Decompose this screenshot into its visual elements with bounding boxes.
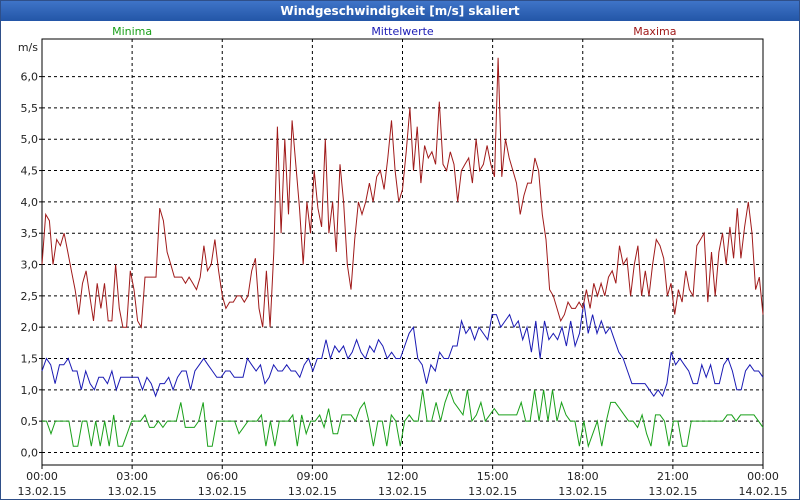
y-tick-label: 4,0 <box>21 196 39 209</box>
x-tick-time-label: 00:00 <box>26 470 58 483</box>
y-tick-label: 5,0 <box>21 133 39 146</box>
y-tick-label: 1,0 <box>21 384 39 397</box>
legend-item-maxima: Maxima <box>633 25 676 38</box>
x-tick-date-label: 13.02.15 <box>468 485 517 498</box>
x-tick-date-label: 13.02.15 <box>378 485 427 498</box>
y-tick-label: 0,0 <box>21 446 39 459</box>
x-tick-time-label: 00:00 <box>747 470 779 483</box>
y-tick-label: 1,5 <box>21 353 39 366</box>
x-tick-time-label: 18:00 <box>567 470 599 483</box>
x-tick-date-label: 13.02.15 <box>18 485 67 498</box>
y-tick-label: 2,5 <box>21 290 39 303</box>
x-tick-date-label: 14.02.15 <box>739 485 788 498</box>
x-tick-time-label: 03:00 <box>116 470 148 483</box>
chart-area: 0,0 0,5 1,0 1,5 2,0 2,5 3,0 3,5 4,0 4,5 5,0 5,5 6,0 m… <box>1 21 799 499</box>
x-tick-date-label: 13.02.15 <box>198 485 247 498</box>
legend-item-mittelwerte: Mittelwerte <box>371 25 434 38</box>
series-line-minima <box>42 388 764 449</box>
x-tick-time-label: 09:00 <box>297 470 329 483</box>
y-tick-label: 2,0 <box>21 321 39 334</box>
x-tick-time-label: 06:00 <box>206 470 238 483</box>
y-tick-label: 0,5 <box>21 415 39 428</box>
y-axis-label: m/s <box>18 41 38 54</box>
y-tick-label: 3,0 <box>21 259 39 272</box>
x-tick-date-label: 13.02.15 <box>648 485 697 498</box>
series-line-maxima <box>41 57 764 329</box>
x-tick-date-label: 13.02.15 <box>558 485 607 498</box>
y-tick-label: 6,0 <box>21 71 39 84</box>
legend-item-minima: Minima <box>112 25 152 38</box>
y-tick-label: 4,5 <box>21 165 39 178</box>
wind-speed-chart: 0,0 0,5 1,0 1,5 2,0 2,5 3,0 3,5 4,0 4,5 5,0 5,5 6,0 m… <box>18 25 788 498</box>
chart-title: Windgeschwindigkeit [m/s] skaliert <box>1 1 799 21</box>
x-tick-date-label: 13.02.15 <box>288 485 337 498</box>
x-tick-time-label: 15:00 <box>477 470 509 483</box>
x-tick-time-label: 21:00 <box>657 470 689 483</box>
y-tick-label: 5,5 <box>21 102 39 115</box>
y-tick-label: 3,5 <box>21 227 39 240</box>
series-line-mittelwerte <box>41 302 764 398</box>
x-tick-time-label: 12:00 <box>387 470 419 483</box>
x-tick-date-label: 13.02.15 <box>108 485 157 498</box>
